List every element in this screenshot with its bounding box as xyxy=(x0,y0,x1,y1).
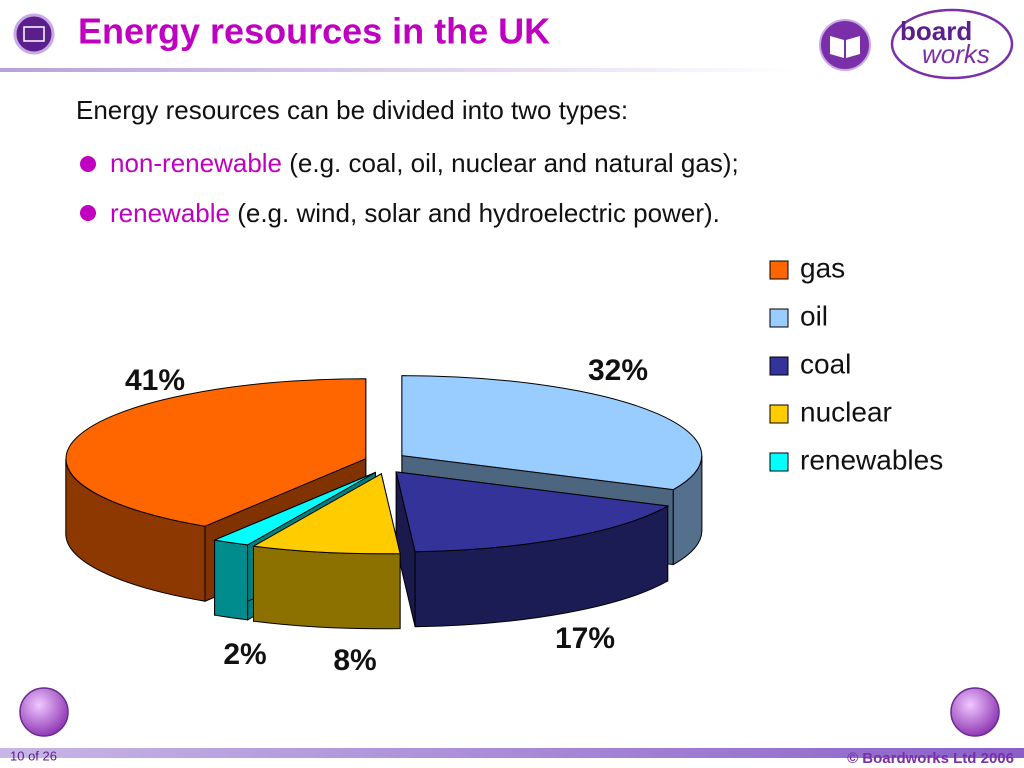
intro: Energy resources can be divided into two… xyxy=(76,95,628,125)
highlight: renewable xyxy=(110,198,230,228)
footer-bar xyxy=(0,748,1024,758)
pie-chart: 41% 32% 17% 8% 2% gas oil coal nuclear renewables xyxy=(65,252,943,677)
slice-wall xyxy=(214,539,249,621)
next-button[interactable] xyxy=(950,687,1000,737)
header-rule xyxy=(0,68,800,72)
legend-swatch xyxy=(769,404,789,424)
bullet xyxy=(80,205,96,221)
page-number: 10 of 26 xyxy=(10,748,57,763)
value-label: 8% xyxy=(333,644,376,677)
legend-label: nuclear xyxy=(800,396,892,427)
detail: (e.g. coal, oil, nuclear and natural gas… xyxy=(289,148,738,178)
value-label: 32% xyxy=(588,354,648,387)
value-label: 41% xyxy=(125,364,185,397)
menu-icon[interactable] xyxy=(13,13,55,55)
legend-label: oil xyxy=(800,300,828,331)
prev-button[interactable] xyxy=(19,687,69,737)
copyright: © Boardworks Ltd 2006 xyxy=(847,750,1014,767)
legend-swatch xyxy=(769,308,789,328)
legend-label: renewables xyxy=(800,444,943,475)
value-label: 2% xyxy=(223,638,266,671)
bullet-text: renewable (e.g. wind, solar and hydroele… xyxy=(110,198,720,228)
legend-swatch xyxy=(769,356,789,376)
slide-title: Energy resources in the UK xyxy=(78,11,550,52)
glossary-icon[interactable] xyxy=(819,19,871,71)
bullet xyxy=(80,156,96,172)
highlight: non-renewable xyxy=(110,148,282,178)
slice xyxy=(395,471,670,553)
logo-board: board xyxy=(900,16,972,46)
legend-label: coal xyxy=(800,348,851,379)
value-label: 17% xyxy=(555,622,615,655)
slice xyxy=(401,375,703,491)
slice-wall xyxy=(253,545,401,630)
slice xyxy=(251,473,401,555)
slice xyxy=(212,472,376,546)
legend-label: gas xyxy=(800,252,845,283)
slice xyxy=(65,378,367,527)
legend-swatch xyxy=(769,260,789,280)
legend-swatch xyxy=(769,452,789,472)
detail: (e.g. wind, solar and hydroelectric powe… xyxy=(237,198,720,228)
logo-works: works xyxy=(922,39,990,69)
logo: board works xyxy=(890,8,1014,80)
bullet-text: non-renewable (e.g. coal, oil, nuclear a… xyxy=(110,148,739,178)
